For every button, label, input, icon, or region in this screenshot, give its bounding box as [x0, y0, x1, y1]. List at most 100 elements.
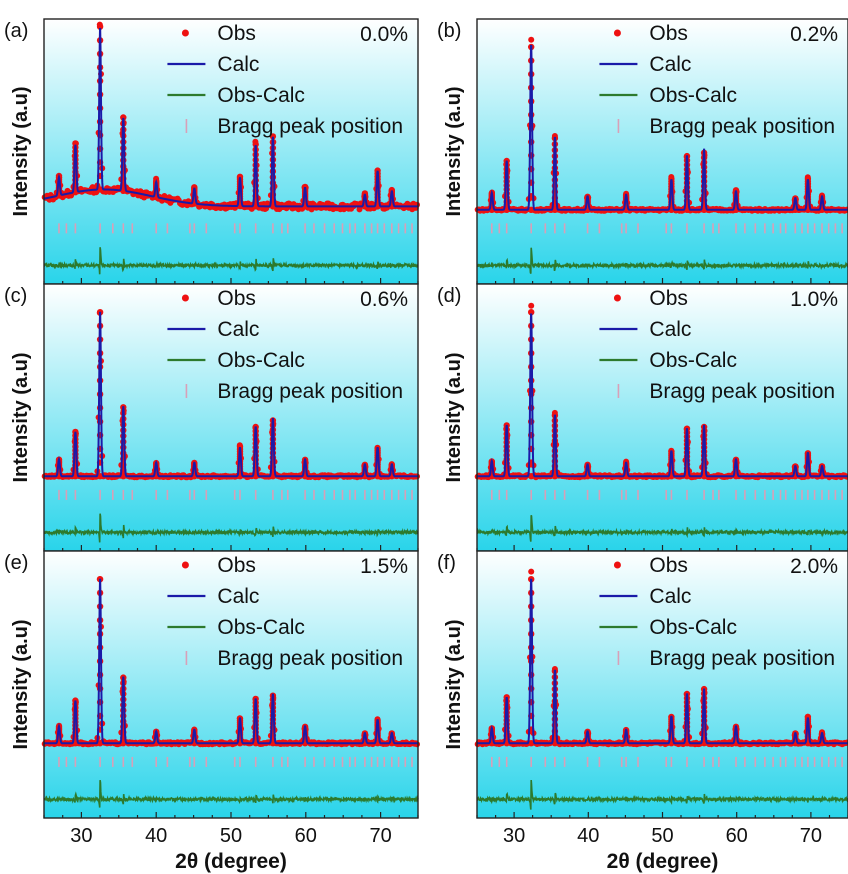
legend-obs-label: Obs	[217, 554, 256, 577]
plot-background	[44, 19, 418, 284]
legend-calc-label: Calc	[649, 318, 691, 341]
legend-calc-label: Calc	[217, 318, 259, 341]
x-ticks	[43, 812, 419, 818]
obs-point	[388, 186, 395, 194]
y-axis-label: Intensity (a.u)	[443, 86, 465, 216]
legend-obs-label: Obs	[649, 554, 688, 577]
panel-e: Obs Calc Obs-Calc Bragg peak position 1.5% (e…	[4, 550, 420, 873]
obs-point	[96, 473, 104, 480]
obs-point	[236, 443, 244, 450]
obs-point	[269, 174, 277, 181]
x-tick-label: 30	[503, 825, 525, 847]
obs-point	[528, 568, 535, 575]
obs-point	[96, 671, 104, 679]
diff-line	[43, 513, 419, 543]
legend-obs-label: Obs	[649, 22, 688, 45]
obs-point	[120, 438, 127, 445]
calc-line	[44, 578, 418, 745]
legend-calc-label: Calc	[217, 585, 259, 608]
panel-label: (c)	[4, 285, 27, 307]
legend-obs-marker	[613, 29, 621, 37]
obs-point	[732, 187, 740, 194]
obs-point	[120, 157, 127, 164]
legend-calc-label: Calc	[649, 53, 691, 76]
obs-point	[96, 186, 104, 193]
calc-line	[43, 28, 418, 208]
legend-obs-marker	[181, 561, 189, 569]
legend-bragg-label: Bragg peak position	[649, 380, 835, 403]
x-tick-label: 40	[145, 825, 167, 847]
legend-bragg-label: Bragg peak position	[649, 647, 835, 670]
obs-point	[528, 309, 535, 316]
doping-label: 0.6%	[360, 288, 408, 311]
bragg-markers	[490, 489, 843, 500]
bragg-markers	[490, 756, 843, 767]
bragg-markers	[58, 489, 413, 500]
obs-point	[120, 151, 127, 158]
legend-obs-marker	[613, 294, 621, 302]
legend-bragg-label: Bragg peak position	[217, 115, 403, 138]
y-axis-label: Intensity (a.u)	[443, 619, 465, 749]
legend-diff-label: Obs-Calc	[217, 616, 305, 639]
calc-line	[477, 44, 848, 211]
obs-point	[668, 175, 675, 183]
panel-f: Obs Calc Obs-Calc Bragg peak position 2.0% (f…	[437, 550, 848, 873]
legend-obs-marker	[181, 29, 189, 37]
panel-c: Obs Calc Obs-Calc Bragg peak position 0.6% (c…	[4, 283, 420, 552]
bragg-markers	[490, 223, 843, 234]
diff-line	[43, 779, 419, 808]
legend-bragg-label: Bragg peak position	[649, 115, 835, 138]
obs-point	[528, 206, 535, 213]
doping-label: 0.0%	[360, 23, 408, 46]
panel-b: Obs Calc Obs-Calc Bragg peak position 0.2% (b…	[437, 18, 848, 285]
obs-point	[528, 36, 535, 43]
legend: Obs Calc Obs-Calc Bragg peak position	[599, 554, 835, 670]
legend-diff-label: Obs-Calc	[649, 349, 737, 372]
plot-background	[44, 284, 418, 551]
calc-line	[477, 313, 848, 478]
panel-label: (b)	[437, 20, 461, 42]
bragg-markers	[58, 223, 413, 234]
legend-obs-label: Obs	[217, 22, 256, 45]
legend-diff-label: Obs-Calc	[649, 616, 737, 639]
obs-point	[96, 23, 104, 30]
obs-point	[804, 175, 812, 183]
obs-point	[528, 302, 535, 309]
x-tick-label: 60	[295, 825, 317, 847]
obs-point	[191, 184, 198, 191]
obs-point	[361, 190, 369, 197]
x-axis-label: 2θ (degree)	[607, 850, 719, 873]
diff-line	[476, 514, 848, 542]
panel-label: (a)	[4, 20, 28, 42]
doping-label: 1.0%	[790, 288, 838, 311]
panel-a: Obs Calc Obs-Calc Bragg peak position 0.0% (a…	[4, 18, 420, 285]
obs-point	[528, 740, 535, 747]
obs-point	[252, 141, 259, 148]
doping-label: 0.2%	[790, 23, 838, 46]
calc-line	[44, 311, 418, 478]
legend-bragg-label: Bragg peak position	[217, 647, 403, 670]
y-axis-label: Intensity (a.u)	[10, 86, 32, 216]
plot-background	[477, 551, 848, 818]
legend: Obs Calc Obs-Calc Bragg peak position	[167, 22, 403, 138]
obs-point	[804, 713, 812, 721]
doping-label: 2.0%	[790, 555, 838, 578]
x-tick-label: 30	[70, 825, 92, 847]
x-tick-label: 70	[369, 825, 391, 847]
panel-d: Obs Calc Obs-Calc Bragg peak position 1.0% (d…	[437, 283, 848, 552]
diff-line	[43, 247, 419, 275]
x-tick-label: 50	[220, 825, 242, 847]
x-tick-label: 60	[726, 825, 748, 847]
obs-point	[374, 167, 381, 174]
x-ticks	[476, 812, 848, 818]
y-axis-label: Intensity (a.u)	[10, 352, 32, 482]
x-axis-label: 2θ (degree)	[175, 850, 287, 873]
diff-line	[476, 779, 848, 810]
legend-obs-marker	[181, 294, 189, 302]
plot-background	[477, 19, 848, 284]
legend: Obs Calc Obs-Calc Bragg peak position	[599, 287, 835, 403]
legend-diff-label: Obs-Calc	[649, 84, 737, 107]
legend: Obs Calc Obs-Calc Bragg peak position	[599, 22, 835, 138]
calc-line	[477, 578, 848, 745]
